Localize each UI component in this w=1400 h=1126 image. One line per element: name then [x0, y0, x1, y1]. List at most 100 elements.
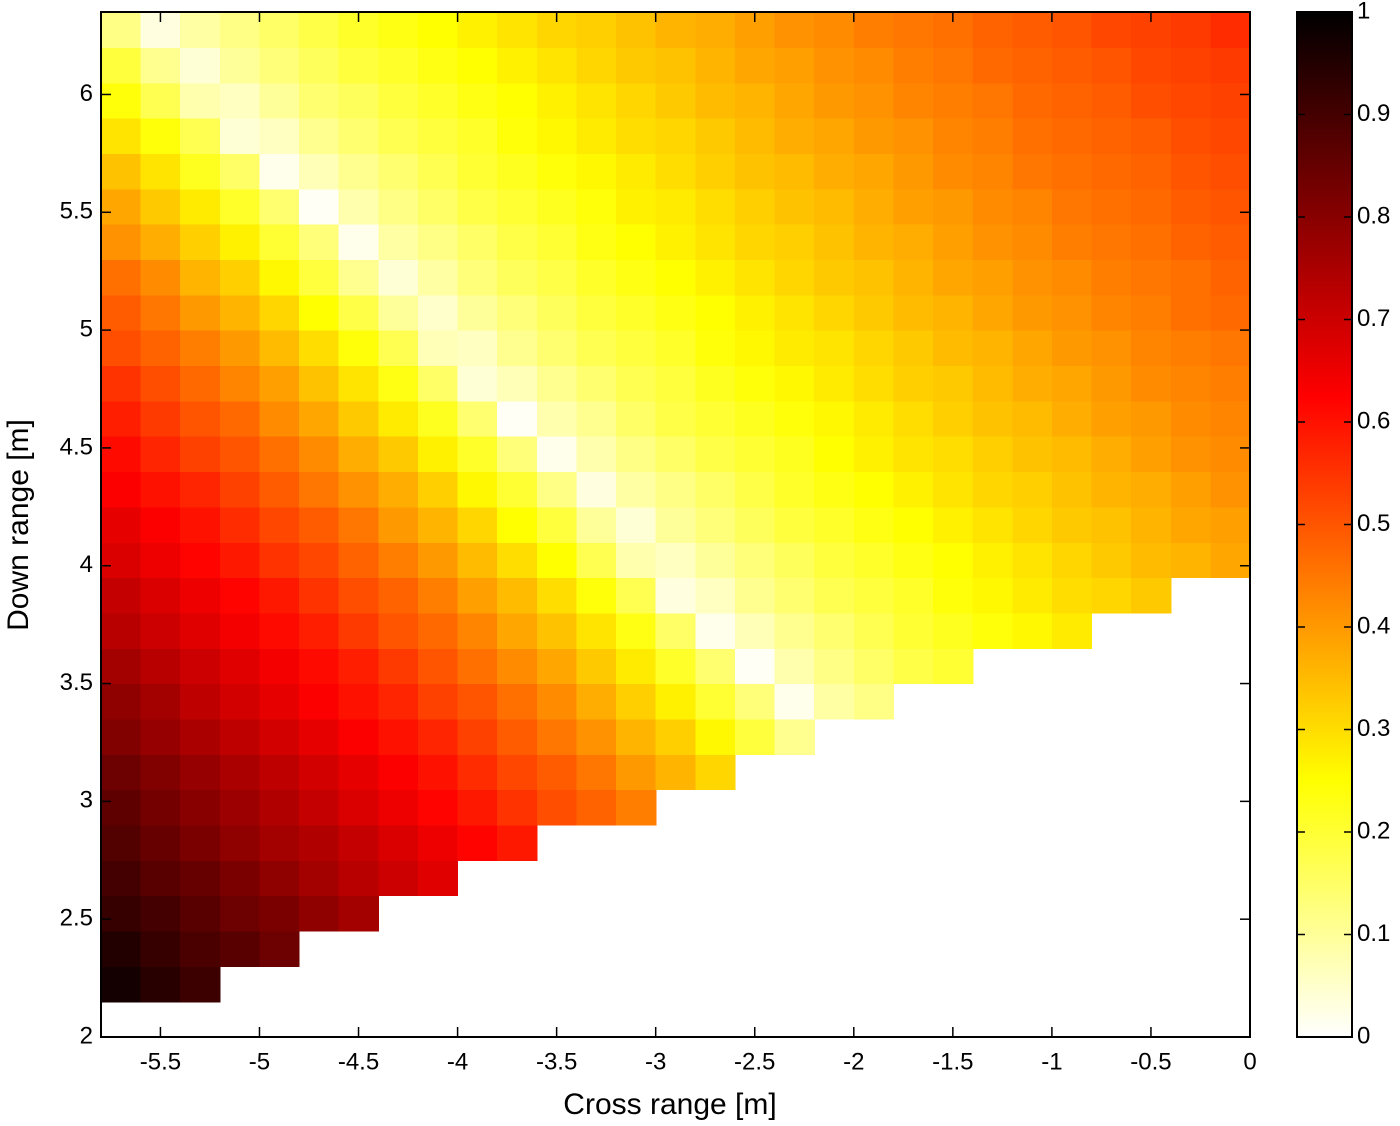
- heatmap-cell: [338, 542, 379, 579]
- heatmap-cell: [259, 294, 300, 331]
- x-tick-label: -2.5: [734, 1048, 775, 1075]
- heatmap-cell: [259, 648, 300, 685]
- heatmap-cell: [259, 471, 300, 508]
- heatmap-cell: [576, 718, 617, 755]
- heatmap-cell: [140, 294, 181, 331]
- heatmap-cell: [814, 506, 855, 543]
- heatmap-cell: [814, 683, 855, 720]
- heatmap-cell: [1131, 542, 1172, 579]
- heatmap-cell: [180, 436, 221, 473]
- heatmap-cell: [933, 436, 974, 473]
- heatmap-cell: [1012, 47, 1053, 84]
- heatmap-cell: [853, 82, 895, 119]
- heatmap-cell: [299, 118, 340, 154]
- heatmap-cell: [378, 436, 419, 473]
- heatmap-cell: [378, 754, 419, 791]
- heatmap-cell: [576, 224, 617, 261]
- heatmap-cell: [338, 824, 379, 861]
- heatmap-cell: [576, 118, 617, 154]
- heatmap-cell: [972, 330, 1013, 367]
- heatmap-cell: [576, 330, 617, 367]
- colorbar-tick-label: 0.6: [1357, 407, 1390, 434]
- heatmap-cell: [814, 577, 855, 614]
- x-tick-label: -0.5: [1130, 1048, 1171, 1075]
- heatmap-cell: [101, 224, 142, 261]
- heatmap-cell: [299, 577, 340, 614]
- heatmap-cell: [259, 12, 300, 48]
- heatmap-cell: [378, 118, 419, 154]
- heatmap-cell: [1012, 294, 1053, 331]
- heatmap-cell: [101, 895, 142, 932]
- heatmap-cell: [1051, 612, 1093, 649]
- heatmap-cell: [140, 47, 181, 84]
- heatmap-cell: [259, 82, 300, 119]
- heatmap-cell: [774, 330, 815, 367]
- heatmap-cell: [933, 259, 974, 296]
- heatmap-cell: [893, 82, 934, 119]
- heatmap-cell: [695, 718, 736, 755]
- heatmap-cell: [378, 860, 419, 897]
- heatmap-cell: [219, 577, 261, 614]
- heatmap-cell: [576, 400, 617, 437]
- heatmap-cell: [1091, 153, 1132, 190]
- heatmap-cell: [378, 612, 419, 649]
- y-tick-label: 2.5: [60, 905, 93, 932]
- heatmap-cell: [1210, 506, 1251, 543]
- heatmap-cell: [378, 188, 419, 225]
- heatmap-cell: [140, 895, 181, 932]
- heatmap-cell: [933, 471, 974, 508]
- heatmap-cell: [299, 506, 340, 543]
- heatmap-cell: [933, 224, 974, 261]
- heatmap-cell: [299, 188, 340, 225]
- heatmap-cell: [299, 153, 340, 190]
- heatmap-cell: [497, 506, 538, 543]
- heatmap-cell: [1170, 506, 1211, 543]
- heatmap-cell: [1170, 294, 1211, 331]
- heatmap-cell: [1210, 436, 1251, 473]
- heatmap-cell: [219, 436, 261, 473]
- heatmap-cell: [576, 294, 617, 331]
- heatmap-cell: [655, 471, 696, 508]
- heatmap-cell: [219, 542, 261, 579]
- heatmap-cell: [219, 153, 261, 190]
- heatmap-cell: [853, 118, 895, 154]
- heatmap-cell: [1170, 82, 1211, 119]
- heatmap-cell: [655, 294, 696, 331]
- heatmap-cell: [853, 471, 895, 508]
- heatmap-cell: [259, 930, 300, 967]
- heatmap-cell: [576, 12, 617, 48]
- heatmap-cell: [1051, 47, 1093, 84]
- colorbar-tick-label: 0.4: [1357, 612, 1390, 639]
- heatmap-cell: [616, 683, 657, 720]
- heatmap-cell: [972, 259, 1013, 296]
- heatmap-cell: [378, 12, 419, 48]
- heatmap-cell: [1012, 436, 1053, 473]
- heatmap-cell: [1131, 188, 1172, 225]
- heatmap-cell: [180, 330, 221, 367]
- heatmap-cell: [1012, 153, 1053, 190]
- heatmap-cell: [1170, 224, 1211, 261]
- heatmap-cell: [417, 188, 459, 225]
- heatmap-cell: [893, 648, 934, 685]
- heatmap-cell: [536, 153, 578, 190]
- heatmap-cell: [338, 648, 379, 685]
- heatmap-cell: [616, 188, 657, 225]
- heatmap-cell: [893, 612, 934, 649]
- heatmap-cell: [1131, 330, 1172, 367]
- heatmap-cell: [338, 259, 379, 296]
- heatmap-cell: [219, 12, 261, 48]
- heatmap-cell: [1170, 47, 1211, 84]
- heatmap-cell: [616, 153, 657, 190]
- heatmap-cell: [655, 400, 696, 437]
- heatmap-cell: [378, 683, 419, 720]
- y-tick-label: 4: [80, 551, 93, 578]
- heatmap-cell: [417, 860, 459, 897]
- heatmap-cell: [1131, 365, 1172, 402]
- heatmap-cells: [101, 12, 1251, 1003]
- heatmap-cell: [576, 789, 617, 826]
- heatmap-cell: [497, 153, 538, 190]
- x-tick-label: 0: [1243, 1048, 1256, 1075]
- heatmap-cell: [536, 330, 578, 367]
- heatmap-cell: [417, 648, 459, 685]
